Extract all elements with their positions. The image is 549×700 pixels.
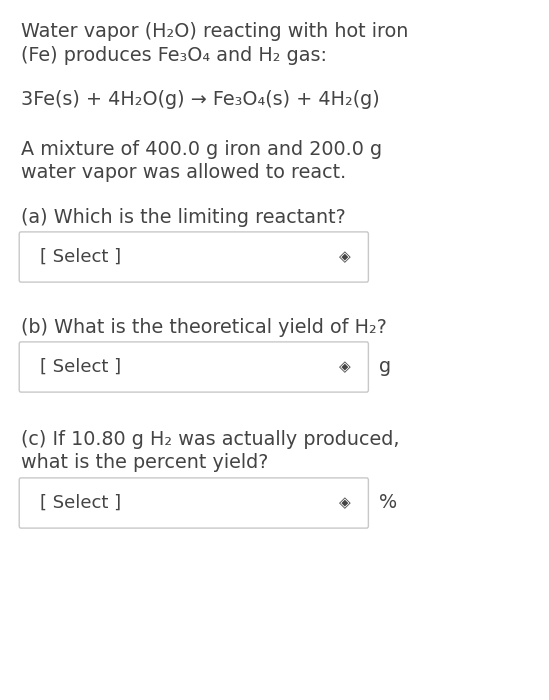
Text: g: g [379, 358, 391, 377]
Text: A mixture of 400.0 g iron and 200.0 g: A mixture of 400.0 g iron and 200.0 g [21, 140, 382, 159]
Text: %: % [379, 494, 397, 512]
Text: ◈: ◈ [339, 249, 351, 265]
Text: what is the percent yield?: what is the percent yield? [21, 453, 268, 472]
FancyBboxPatch shape [19, 342, 368, 392]
Text: [ Select ]: [ Select ] [40, 248, 121, 266]
Text: (b) What is the theoretical yield of H₂?: (b) What is the theoretical yield of H₂? [21, 318, 386, 337]
Text: (c) If 10.80 g H₂ was actually produced,: (c) If 10.80 g H₂ was actually produced, [21, 430, 399, 449]
Text: water vapor was allowed to react.: water vapor was allowed to react. [21, 163, 346, 182]
Text: ◈: ◈ [339, 496, 351, 510]
Text: (Fe) produces Fe₃O₄ and H₂ gas:: (Fe) produces Fe₃O₄ and H₂ gas: [21, 46, 327, 65]
Text: (a) Which is the limiting reactant?: (a) Which is the limiting reactant? [21, 208, 346, 227]
Text: Water vapor (H₂O) reacting with hot iron: Water vapor (H₂O) reacting with hot iron [21, 22, 408, 41]
Text: [ Select ]: [ Select ] [40, 494, 121, 512]
Text: [ Select ]: [ Select ] [40, 358, 121, 376]
FancyBboxPatch shape [19, 478, 368, 528]
FancyBboxPatch shape [19, 232, 368, 282]
Text: 3Fe(s) + 4H₂O(g) → Fe₃O₄(s) + 4H₂(g): 3Fe(s) + 4H₂O(g) → Fe₃O₄(s) + 4H₂(g) [21, 90, 379, 109]
Text: ◈: ◈ [339, 360, 351, 374]
